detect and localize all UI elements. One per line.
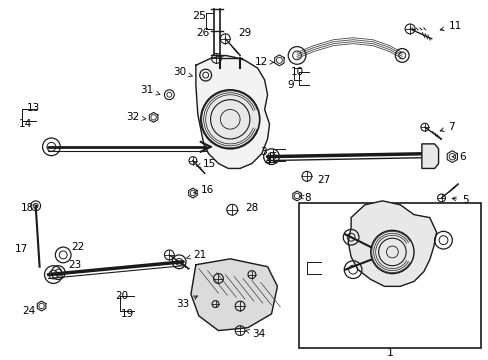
Text: 10: 10 <box>290 67 303 77</box>
Text: 19: 19 <box>120 309 133 319</box>
Text: 3: 3 <box>260 147 266 157</box>
Text: 18: 18 <box>20 203 38 213</box>
Text: 26: 26 <box>196 28 209 38</box>
Text: 23: 23 <box>68 260 81 270</box>
Text: 11: 11 <box>439 21 461 31</box>
Bar <box>299 203 480 348</box>
Text: 9: 9 <box>287 80 294 90</box>
Text: 5: 5 <box>451 195 468 205</box>
Text: 13: 13 <box>27 103 40 113</box>
Text: 1: 1 <box>386 348 393 358</box>
Text: 28: 28 <box>245 203 258 213</box>
Text: 17: 17 <box>15 244 28 254</box>
Text: 6: 6 <box>451 152 465 162</box>
Text: 34: 34 <box>245 329 264 338</box>
Text: 8: 8 <box>299 193 310 203</box>
Polygon shape <box>421 144 438 168</box>
Polygon shape <box>190 259 277 330</box>
Text: 2: 2 <box>317 252 324 262</box>
Text: 14: 14 <box>19 119 32 129</box>
Text: 25: 25 <box>191 11 205 21</box>
Text: 30: 30 <box>173 67 192 77</box>
Text: 33: 33 <box>175 296 197 309</box>
Text: 12: 12 <box>254 57 273 67</box>
Polygon shape <box>347 201 436 286</box>
Text: 21: 21 <box>186 250 206 260</box>
Text: 31: 31 <box>140 85 160 95</box>
Text: 20: 20 <box>115 291 128 301</box>
Text: 4: 4 <box>264 157 270 167</box>
Text: 27: 27 <box>316 175 329 185</box>
Text: 15: 15 <box>196 158 216 168</box>
Polygon shape <box>196 55 269 168</box>
Text: 24: 24 <box>22 306 35 316</box>
Text: 2: 2 <box>440 229 447 239</box>
Text: 22: 22 <box>71 242 84 252</box>
Circle shape <box>201 90 259 149</box>
Text: 29: 29 <box>238 28 251 38</box>
Text: 7: 7 <box>439 122 454 132</box>
Text: 16: 16 <box>193 185 214 195</box>
Text: 32: 32 <box>126 112 146 122</box>
